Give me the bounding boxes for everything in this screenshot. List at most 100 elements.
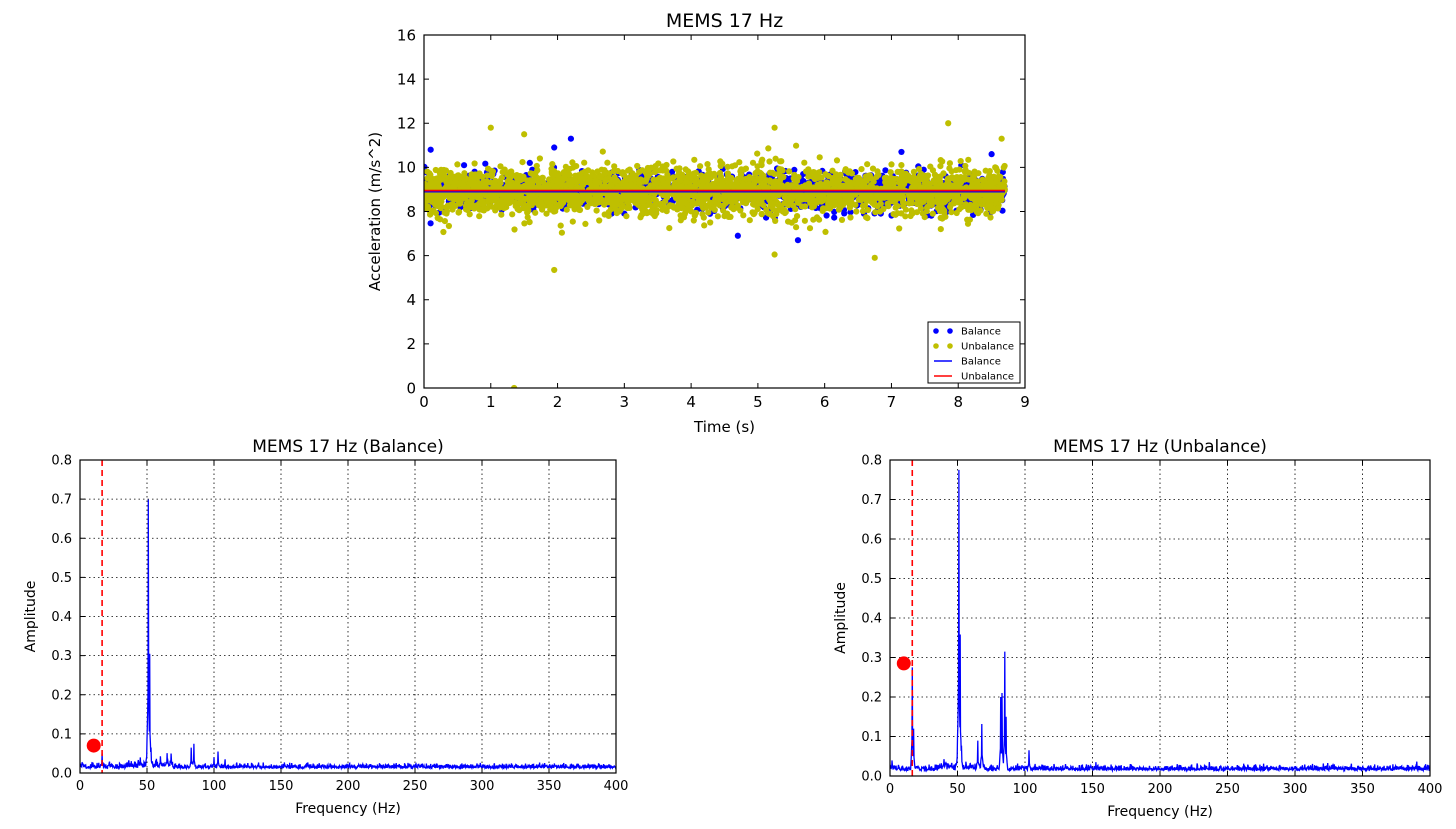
x-tick-label: 400 (604, 779, 629, 794)
data-point (894, 203, 901, 210)
data-point (740, 166, 748, 173)
data-point (582, 220, 589, 227)
y-tick-label: 0.2 (861, 691, 882, 706)
data-point (497, 180, 504, 187)
data-point (997, 181, 1004, 188)
data-point (670, 158, 677, 165)
data-point (894, 192, 901, 199)
data-point (707, 219, 714, 226)
spectrum-line (80, 499, 616, 771)
data-point (525, 207, 532, 214)
data-point (448, 184, 456, 191)
data-point (939, 158, 946, 165)
data-point (551, 144, 558, 151)
data-point (720, 202, 727, 209)
x-tick-label: 5 (753, 393, 763, 411)
data-point (750, 201, 757, 208)
data-point (769, 200, 776, 207)
data-point (679, 171, 686, 178)
data-point (968, 183, 976, 190)
data-point (887, 169, 894, 176)
legend-point-marker (933, 343, 939, 349)
data-point (646, 199, 653, 206)
data-point (935, 194, 942, 201)
data-point (778, 158, 785, 165)
legend-label: Unbalance (961, 342, 1014, 353)
data-point (724, 170, 732, 177)
data-point (691, 192, 698, 199)
data-point (482, 192, 489, 199)
data-point (877, 194, 884, 202)
data-point (503, 196, 510, 203)
data-point (697, 200, 705, 207)
data-point (754, 175, 761, 182)
data-point (550, 198, 557, 205)
data-point (640, 191, 647, 198)
data-point (625, 199, 632, 206)
data-point (953, 209, 960, 217)
y-tick-label: 8 (406, 203, 416, 221)
data-point (754, 163, 761, 170)
data-point (810, 216, 817, 223)
data-point (957, 158, 964, 165)
data-point (488, 197, 495, 205)
data-point (614, 201, 621, 208)
data-point (648, 164, 655, 171)
data-point (937, 214, 944, 221)
data-point (466, 211, 473, 218)
data-point (638, 212, 645, 219)
data-point (549, 161, 556, 168)
data-point (608, 176, 615, 183)
data-point (965, 156, 972, 163)
data-point (992, 164, 999, 171)
data-point (948, 209, 955, 216)
y-tick-label: 10 (397, 159, 416, 177)
data-point (543, 210, 550, 217)
y-tick-label: 2 (406, 335, 416, 353)
data-point (759, 174, 766, 181)
data-point (502, 192, 510, 199)
data-point (509, 211, 516, 218)
data-point (707, 199, 714, 207)
data-point (590, 172, 597, 179)
y-tick-label: 0.5 (51, 571, 72, 586)
data-point (772, 185, 779, 192)
data-point (816, 216, 823, 223)
y-tick-label: 0.3 (861, 651, 882, 666)
data-point (584, 193, 591, 200)
data-point (688, 208, 695, 215)
data-point (894, 210, 901, 217)
data-point (767, 178, 774, 185)
data-point (842, 194, 849, 201)
data-point (869, 165, 877, 172)
data-point (557, 222, 564, 229)
data-point (803, 168, 810, 175)
x-tick-label: 9 (1020, 393, 1030, 411)
legend-point-marker (933, 328, 939, 334)
x-tick-label: 0 (886, 782, 894, 797)
data-point (888, 161, 895, 168)
data-point (898, 162, 905, 169)
data-point (772, 155, 779, 162)
data-point (583, 172, 590, 179)
data-point (592, 178, 599, 185)
data-point (776, 165, 783, 173)
x-tick-label: 350 (1350, 782, 1375, 797)
data-point (625, 167, 632, 174)
data-point (812, 198, 819, 205)
data-point (569, 218, 576, 225)
data-point (567, 135, 575, 142)
data-point (998, 193, 1005, 200)
data-point (559, 181, 566, 188)
x-tick-label: 250 (1215, 782, 1240, 797)
legend: Balance Unbalance Balance Unbalance (927, 321, 1021, 384)
data-point (604, 159, 611, 166)
data-point (574, 192, 581, 199)
data-point (613, 177, 620, 184)
data-point (801, 217, 809, 224)
data-point (772, 217, 779, 224)
data-point (644, 172, 651, 179)
data-point (547, 206, 554, 213)
data-point (816, 154, 823, 161)
x-tick-label: 200 (336, 779, 361, 794)
